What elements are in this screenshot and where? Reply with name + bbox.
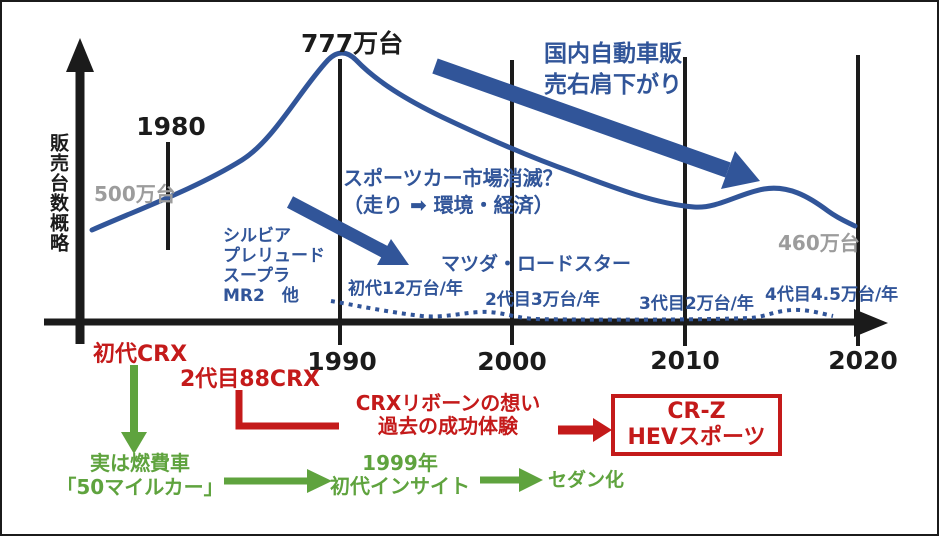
crx-gen1-label: 初代CRX	[93, 342, 188, 367]
reborn-note-line1: CRXリボーンの想い	[355, 391, 541, 415]
crz-box: CR-Z HEVスポーツ	[611, 394, 782, 456]
rival-car-item: MR2 他	[223, 286, 299, 306]
fuel-car-line1: 実は燃費車	[90, 451, 190, 475]
roadster-title: マツダ・ロードスター	[441, 253, 632, 275]
roadster-gen4-label: 4代目4.5万台/年	[765, 285, 899, 305]
roadster-gen2-label: 2代目3万台/年	[485, 290, 600, 310]
roadster-dotted-curve	[330, 299, 834, 322]
reborn-note-line2: 過去の成功体験	[378, 414, 518, 438]
decline-note: 国内自動車販 売右肩下がり	[534, 39, 692, 101]
rival-cars-list: シルビア プレリュード スープラ MR2 他	[223, 226, 325, 306]
reborn-note: CRXリボーンの想い 過去の成功体験	[335, 392, 561, 438]
peak-value-label: 777万台	[301, 29, 404, 58]
reborn-arrow	[558, 418, 612, 442]
crz-box-line2: HEVスポーツ	[627, 425, 766, 450]
decline-note-line2: 売右肩下がり	[544, 72, 682, 99]
value-label-500: 500万台	[94, 182, 176, 206]
crx-down-arrow	[121, 365, 147, 454]
decline-note-line1: 国内自動車販	[544, 41, 682, 67]
fuel-car-note: 実は燃費車 「50マイルカー」	[40, 451, 240, 499]
value-label-460: 460万台	[778, 231, 860, 255]
year-label-1980: 1980	[136, 112, 206, 141]
insight-line2: 初代インサイト	[330, 474, 470, 498]
rivals-arrow	[286, 196, 409, 265]
crz-box-line1: CR-Z	[667, 399, 726, 424]
year-label-2020: 2020	[828, 346, 898, 375]
reborn-connector	[235, 390, 339, 430]
rival-car-item: プレリュード	[223, 246, 325, 266]
decline-arrow	[432, 58, 760, 189]
crx-gen2-label: 2代目88CRX	[180, 367, 320, 392]
sedan-label: セダン化	[548, 469, 625, 491]
y-axis	[66, 38, 94, 344]
year-label-1990: 1990	[307, 347, 377, 376]
year-label-2010: 2010	[650, 346, 720, 375]
market-vanish-note: スポーツカー市場消滅？ （走り ➡ 環境・経済）	[343, 165, 563, 219]
rival-car-item: スープラ	[223, 266, 290, 286]
year-label-2000: 2000	[477, 347, 547, 376]
sales-curve	[89, 50, 858, 233]
fuel-car-line2: 「50マイルカー」	[56, 475, 224, 499]
roadster-gen1-label: 初代12万台/年	[348, 279, 463, 299]
insight-to-sedan-arrow	[480, 468, 543, 492]
insight-line1: 1999年	[362, 451, 438, 475]
rival-car-item: シルビア	[223, 226, 291, 246]
fuel-to-insight-arrow	[224, 469, 332, 493]
roadster-gen3-label: 3代目2万台/年	[639, 294, 754, 314]
x-axis	[44, 309, 888, 337]
insight-note: 1999年 初代インサイト	[322, 452, 478, 498]
y-axis-label: 販売台数概略	[47, 133, 69, 253]
market-vanish-line1: スポーツカー市場消滅？	[343, 166, 563, 190]
market-vanish-line2: （走り ➡ 環境・経済）	[343, 193, 554, 217]
